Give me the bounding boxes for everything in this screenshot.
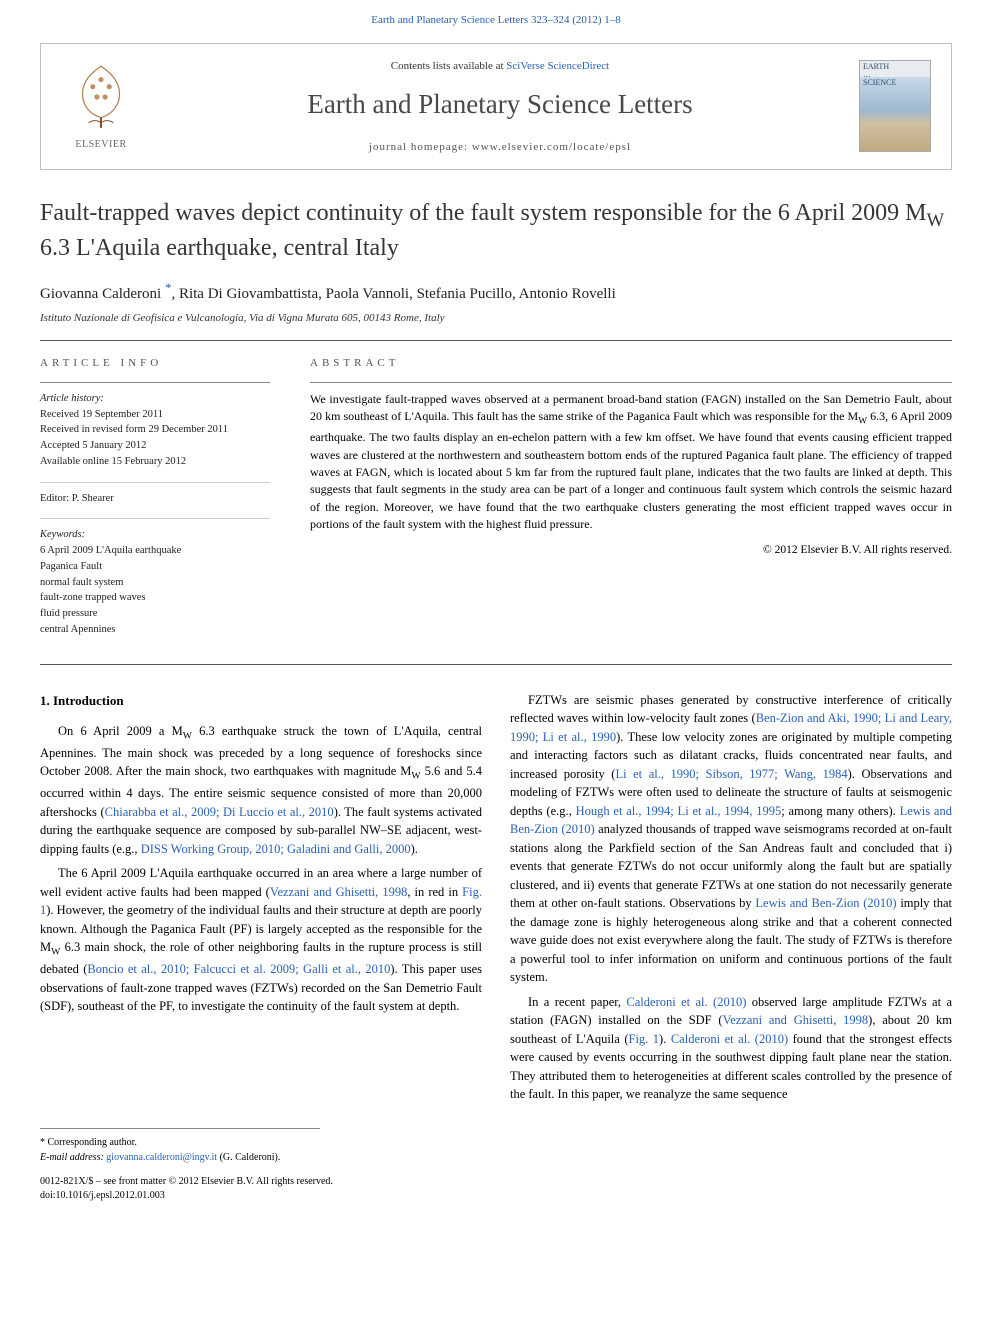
authors-line: Giovanna Calderoni *, Rita Di Giovambatt… xyxy=(40,278,952,306)
homepage-line: journal homepage: www.elsevier.com/locat… xyxy=(141,139,859,156)
sciverse-link[interactable]: SciVerse ScienceDirect xyxy=(506,60,609,72)
body-column-left: 1. Introduction On 6 April 2009 a MW 6.3… xyxy=(40,691,482,1110)
journal-name: Earth and Planetary Science Letters xyxy=(141,84,859,125)
figure-link[interactable]: Fig. 1 xyxy=(629,1032,660,1046)
divider-bottom xyxy=(40,664,952,665)
intro-p2: The 6 April 2009 L'Aquila earthquake occ… xyxy=(40,864,482,1015)
body-two-column: 1. Introduction On 6 April 2009 a MW 6.3… xyxy=(40,691,952,1110)
authors-rest: , Rita Di Giovambattista, Paola Vannoli,… xyxy=(171,286,615,302)
doi-line: doi:10.1016/j.epsl.2012.01.003 xyxy=(40,1189,952,1203)
keyword: 6 April 2009 L'Aquila earthquake xyxy=(40,543,270,559)
body-column-right: FZTWs are seismic phases generated by co… xyxy=(510,691,952,1110)
citation-link[interactable]: Calderoni et al. (2010) xyxy=(671,1032,788,1046)
revised-date: Received in revised form 29 December 201… xyxy=(40,422,270,438)
abstract-divider xyxy=(310,382,952,383)
abstract-text: We investigate fault-trapped waves obser… xyxy=(310,391,952,534)
corresponding-author-label: * Corresponding author. xyxy=(40,1135,320,1150)
article-info-column: ARTICLE INFO Article history: Received 1… xyxy=(40,355,270,649)
top-citation-text[interactable]: Earth and Planetary Science Letters 323–… xyxy=(371,14,621,26)
header-center: Contents lists available at SciVerse Sci… xyxy=(141,58,859,156)
keyword: central Apennines xyxy=(40,622,270,638)
footer-copyright-block: 0012-821X/$ – see front matter © 2012 El… xyxy=(40,1175,952,1203)
keyword: fault-zone trapped waves xyxy=(40,590,270,606)
col2-p2: In a recent paper, Calderoni et al. (201… xyxy=(510,993,952,1104)
citation-link[interactable]: Li et al., 1990; Sibson, 1977; Wang, 198… xyxy=(615,767,847,781)
info-divider-3 xyxy=(40,518,270,519)
citation-link[interactable]: Calderoni et al. (2010) xyxy=(626,995,746,1009)
editor-line: Editor: P. Shearer xyxy=(40,491,270,507)
homepage-url[interactable]: www.elsevier.com/locate/epsl xyxy=(472,141,631,153)
article-title: Fault-trapped waves depict continuity of… xyxy=(40,198,952,264)
intro-p1: On 6 April 2009 a MW 6.3 earthquake stru… xyxy=(40,722,482,858)
contents-available-line: Contents lists available at SciVerse Sci… xyxy=(141,58,859,75)
info-divider xyxy=(40,382,270,383)
citation-link[interactable]: Vezzani and Ghisetti, 1998 xyxy=(723,1013,869,1027)
citation-link[interactable]: Hough et al., 1994; Li et al., 1994, 199… xyxy=(576,804,782,818)
meta-two-column: ARTICLE INFO Article history: Received 1… xyxy=(40,355,952,649)
divider-top xyxy=(40,340,952,341)
keywords-block: Keywords: 6 April 2009 L'Aquila earthqua… xyxy=(40,527,270,637)
citation-link[interactable]: Chiarabba et al., 2009; Di Luccio et al.… xyxy=(105,805,334,819)
citation-link[interactable]: Lewis and Ben-Zion (2010) xyxy=(755,896,896,910)
col2-p1: FZTWs are seismic phases generated by co… xyxy=(510,691,952,987)
intro-heading: 1. Introduction xyxy=(40,691,482,710)
abstract-label: ABSTRACT xyxy=(310,355,952,372)
editor-block: Editor: P. Shearer xyxy=(40,491,270,507)
info-divider-2 xyxy=(40,482,270,483)
keyword: normal fault system xyxy=(40,575,270,591)
abstract-column: ABSTRACT We investigate fault-trapped wa… xyxy=(310,355,952,649)
keyword: Paganica Fault xyxy=(40,559,270,575)
abstract-copyright: © 2012 Elsevier B.V. All rights reserved… xyxy=(310,542,952,559)
elsevier-tree-icon xyxy=(69,61,133,133)
top-citation: Earth and Planetary Science Letters 323–… xyxy=(0,0,992,35)
article-history: Article history: Received 19 September 2… xyxy=(40,391,270,470)
elsevier-logo: ELSEVIER xyxy=(61,61,141,152)
citation-link[interactable]: Boncio et al., 2010; Falcucci et al. 200… xyxy=(87,962,390,976)
email-line: E-mail address: giovanna.calderoni@ingv.… xyxy=(40,1150,320,1165)
citation-link[interactable]: DISS Working Group, 2010; Galadini and G… xyxy=(141,842,411,856)
issn-line: 0012-821X/$ – see front matter © 2012 El… xyxy=(40,1175,952,1189)
online-date: Available online 15 February 2012 xyxy=(40,454,270,470)
keyword: fluid pressure xyxy=(40,606,270,622)
keywords-head: Keywords: xyxy=(40,527,270,543)
journal-header-box: ELSEVIER Contents lists available at Sci… xyxy=(40,43,952,171)
history-head: Article history: xyxy=(40,391,270,407)
article-info-label: ARTICLE INFO xyxy=(40,355,270,372)
email-link[interactable]: giovanna.calderoni@ingv.it xyxy=(104,1152,217,1163)
citation-link[interactable]: Vezzani and Ghisetti, 1998 xyxy=(270,885,408,899)
author-corresponding[interactable]: Giovanna Calderoni xyxy=(40,286,165,302)
elsevier-brand-text: ELSEVIER xyxy=(75,137,126,152)
affiliation: Istituto Nazionale di Geofisica e Vulcan… xyxy=(40,310,952,327)
corresponding-footer: * Corresponding author. E-mail address: … xyxy=(40,1128,320,1165)
journal-cover-thumbnail: EARTH…SCIENCE xyxy=(859,60,931,152)
accepted-date: Accepted 5 January 2012 xyxy=(40,438,270,454)
received-date: Received 19 September 2011 xyxy=(40,407,270,423)
